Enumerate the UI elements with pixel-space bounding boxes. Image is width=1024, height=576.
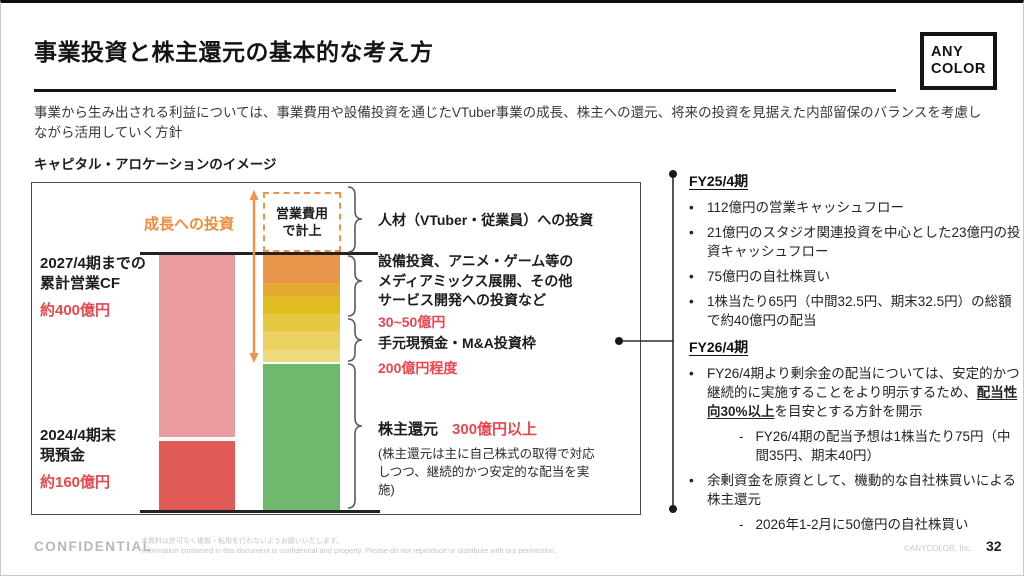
fy25-bullet-2: • 21億円のスタジオ関連投資を中心とした23億円の投資キャッシュフロー <box>689 223 1023 261</box>
fy25-bullet-4: • 1株当たり65円（中間32.5円、期末32.5円）の総額で約40億円の配当 <box>689 292 1023 330</box>
bullet-marker: • <box>689 225 694 240</box>
capex-investment-label: 設備投資、アニメ・ゲーム等の メディアミックス展開、その他 サービス開発への投資… <box>378 253 574 308</box>
bar-segment-cash-on-hand <box>159 441 235 510</box>
fy25-bullet-3-text: 75億円の自社株買い <box>707 269 831 284</box>
confidential-label: CONFIDENTIAL <box>34 539 153 554</box>
fy26-sub-bullet-2: - 2026年1-2月に50億円の自社株買い <box>739 515 1023 534</box>
payout-ratio-highlight: 配当性向30%以上 <box>707 385 1018 419</box>
capital-allocation-chart: 2027/4期までの 累計営業CF 約400億円 2024/4期末 現預金 約1… <box>31 182 641 515</box>
anycolor-logo: ANY COLOR <box>920 32 997 90</box>
bullet-marker: • <box>689 269 694 284</box>
cash-ma-label: 手元現預金・M&A投資枠 <box>378 335 536 351</box>
fy25-bullet-1-text: 112億円の営業キャッシュフロー <box>707 200 905 215</box>
fy25-heading: FY25/4期 <box>689 173 749 189</box>
fy25-bullet-1: • 112億円の営業キャッシュフロー <box>689 198 1023 217</box>
bar-segment-investment-gradient <box>263 255 340 362</box>
growth-investment-label: 成長への投資 <box>144 216 235 233</box>
fy25-bullet-2-text: 21億円のスタジオ関連投資を中心とした23億円の投資キャッシュフロー <box>707 225 1021 259</box>
logo-line2: COLOR <box>931 61 986 77</box>
bullet-marker: • <box>689 200 694 215</box>
bar-segment-shareholder-return <box>263 364 340 510</box>
fy26-bullet-1-text: FY26/4期より剰余金の配当については、安定的かつ継続的に実施することをより明… <box>707 364 1023 421</box>
chart-baseline <box>140 510 380 513</box>
cash-on-hand-value: 約160億円 <box>40 474 111 491</box>
opex-box-label: 営業費用 で計上 <box>275 206 328 238</box>
left-bar-bottom-label-group: 2024/4期末 現預金 約160億円 <box>40 426 116 493</box>
logo-line1: ANY <box>931 44 964 60</box>
cumulative-cf-label: 2027/4期までの 累計営業CF <box>40 255 146 292</box>
fy26-sub-bullet-2-text: 2026年1-2月に50億円の自社株買い <box>755 517 969 532</box>
lead-paragraph: 事業から生み出される利益については、事業費用や設備投資を通じたVTuber事業の… <box>34 105 982 140</box>
title-underline <box>34 89 896 92</box>
shareholder-return-row: 株主還元 300億円以上 <box>378 420 537 440</box>
shareholder-return-note: (株主還元は主に自己株式の取得で対応 しつつ、継続的かつ安定的な配当を実 施) <box>378 447 595 497</box>
bullet-marker: • <box>689 473 694 488</box>
capex-value: 30~50億円 <box>378 314 446 330</box>
sub-bullet-marker: - <box>739 429 744 444</box>
shareholder-return-value: 300億円以上 <box>452 421 538 438</box>
cash-on-hand-label: 2024/4期末 現預金 <box>40 427 116 464</box>
bullet-marker: • <box>689 366 694 381</box>
fy26-bullet-1-before: FY26/4期より剰余金の配当については、安定的かつ継続的に実施することをより明… <box>707 366 1020 400</box>
shareholder-return-label: 株主還元 <box>378 421 439 438</box>
sub-bullet-marker: - <box>739 517 744 532</box>
bullet-marker: • <box>689 294 694 309</box>
disclaimer-jp: 本資料は許可なく複製・転用を行わないようお願いいたします。 <box>141 538 344 545</box>
fy25-bullet-3: • 75億円の自社株買い <box>689 267 1023 286</box>
fy26-bullet-2-text: 余剰資金を原資として、機動的な自社株買いによる株主還元 <box>707 473 1017 507</box>
page-number: 32 <box>986 538 1002 554</box>
fy26-bullet-1: • FY26/4期より剰余金の配当については、安定的かつ継続的に実施することをよ… <box>689 364 1023 421</box>
copyright-label: ©ANYCOLOR, Inc. <box>904 544 973 553</box>
talent-investment-label: 人材（VTuber・従業員）への投資 <box>378 212 594 228</box>
fy26-heading: FY26/4期 <box>689 339 749 355</box>
fy25-bullet-4-text: 1株当たり65円（中間32.5円、期末32.5円）の総額で約40億円の配当 <box>707 294 1012 328</box>
left-bar-top-label-group: 2027/4期までの 累計営業CF 約400億円 <box>40 254 146 321</box>
disclaimer-en: Information contained in this document i… <box>141 546 557 555</box>
fy26-sub-bullet-1-text: FY26/4期の配当予想は1株当たり75円（中間35円、期末40円） <box>755 429 1011 463</box>
chart-top-line <box>140 252 378 255</box>
section-label: キャピタル・アロケーションのイメージ <box>34 157 277 172</box>
bar-segment-cumulative-cf <box>159 255 235 437</box>
cumulative-cf-value: 約400億円 <box>40 302 111 319</box>
opex-dashed-box: 営業費用 で計上 <box>263 192 341 252</box>
fy26-section: FY26/4期 • FY26/4期より剰余金の配当については、安定的かつ継続的に… <box>689 337 1023 534</box>
page-title: 事業投資と株主還元の基本的な考え方 <box>34 39 434 65</box>
fiscal-year-panel: FY25/4期 • 112億円の営業キャッシュフロー • 21億円のスタジオ関連… <box>689 171 1023 540</box>
fy26-bullet-2: • 余剰資金を原資として、機動的な自社株買いによる株主還元 <box>689 471 1023 509</box>
fy26-sub-bullet-1: - FY26/4期の配当予想は1株当たり75円（中間35円、期末40円） <box>739 427 1023 465</box>
disclaimer: 本資料は許可なく複製・転用を行わないようお願いいたします。 Informatio… <box>141 537 557 556</box>
fy26-bullet-1-after: を目安とする方針を開示 <box>774 404 923 419</box>
cash-ma-value: 200億円程度 <box>378 360 458 376</box>
